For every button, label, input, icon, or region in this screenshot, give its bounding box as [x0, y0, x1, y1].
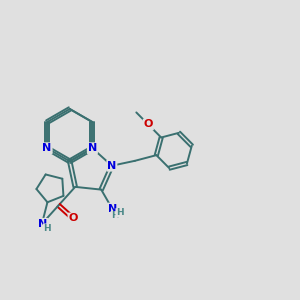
Text: H: H [116, 208, 123, 217]
Text: N: N [88, 143, 97, 153]
Text: N: N [108, 203, 118, 214]
Text: N: N [107, 161, 116, 171]
Text: H: H [43, 224, 51, 233]
Text: O: O [68, 214, 78, 224]
Text: H: H [111, 212, 118, 220]
Text: O: O [144, 119, 153, 130]
Text: N: N [43, 143, 52, 153]
Text: N: N [38, 219, 47, 229]
